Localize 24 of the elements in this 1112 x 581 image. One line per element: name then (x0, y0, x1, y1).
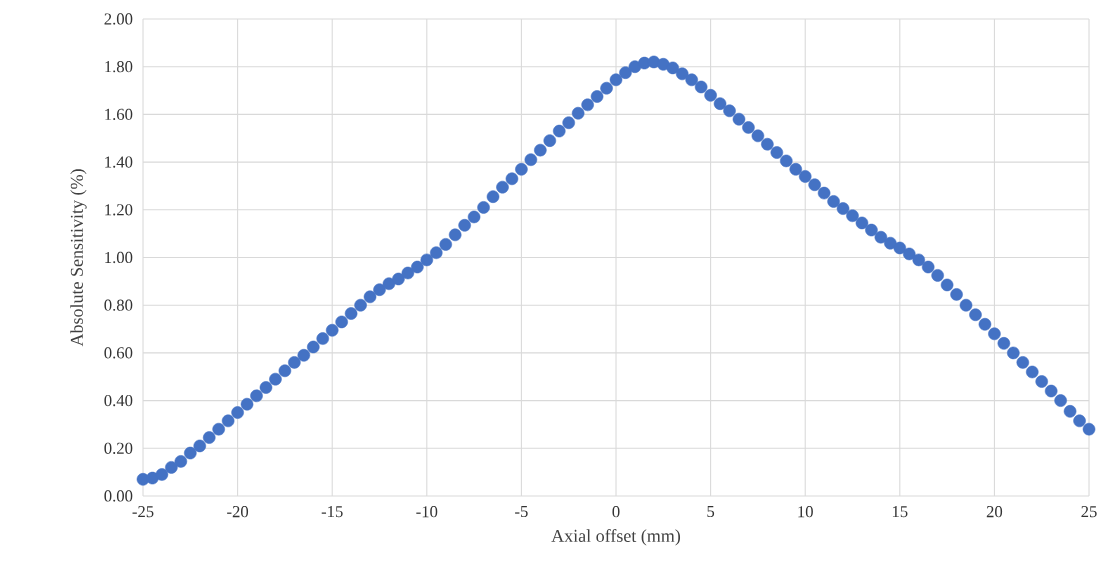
y-tick-label: 1.80 (105, 61, 133, 73)
y-axis-title: Absolute Sensitivity (%) (70, 169, 87, 347)
y-tick-label: 0.80 (104, 299, 133, 311)
x-tick-label: 10 (798, 506, 813, 518)
x-tick-label: -5 (515, 506, 528, 518)
x-tick-label: -15 (321, 506, 343, 518)
y-tick-label: 0.40 (104, 394, 133, 407)
x-tick-label: 5 (707, 506, 715, 518)
y-tick-label: 0.20 (104, 442, 133, 454)
x-tick-label: 20 (986, 506, 1003, 518)
y-tick-label: 1.20 (105, 204, 133, 216)
y-tick-label: 0.00 (104, 490, 133, 502)
x-tick-label: -10 (416, 506, 438, 518)
x-tick-label: 15 (892, 506, 908, 518)
y-tick-label: 2.00 (104, 13, 133, 25)
x-tick-label: -20 (227, 506, 249, 518)
y-tick-label: 1.60 (105, 108, 133, 121)
x-tick-label: -25 (132, 506, 154, 518)
y-tick-label: 0.60 (104, 347, 133, 359)
y-tick-label: 1.40 (105, 156, 133, 168)
x-tick-label: 25 (1081, 506, 1097, 518)
y-tick-label: 1.00 (105, 251, 133, 264)
x-tick-label: 0 (612, 506, 620, 518)
x-axis-title: Axial offset (mm) (551, 529, 681, 546)
